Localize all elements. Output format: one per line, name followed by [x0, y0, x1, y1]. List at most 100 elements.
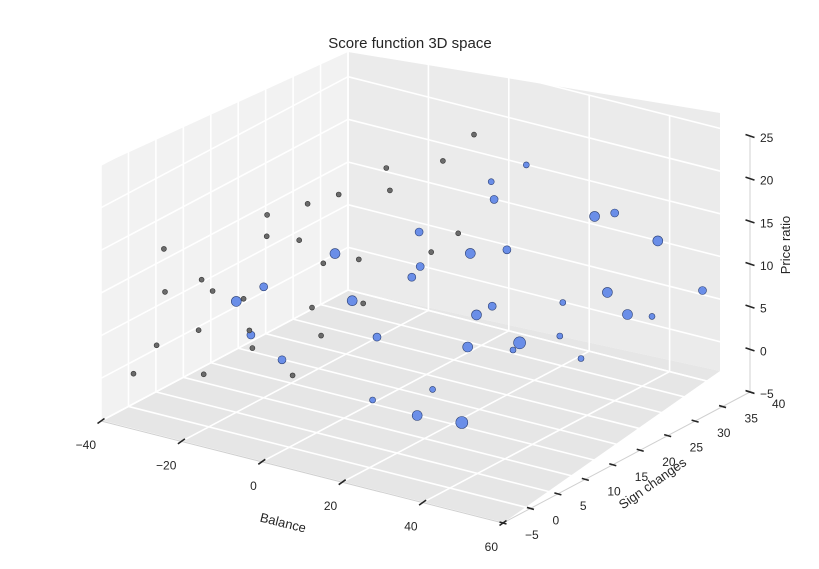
y-tick [499, 521, 507, 525]
data-point-gray [289, 372, 296, 379]
x-tick-label: −20 [156, 458, 177, 472]
x-tick-label: −40 [76, 438, 97, 452]
data-point-blue [698, 286, 707, 295]
y-tick [636, 448, 644, 452]
x-gridline-floor [341, 350, 590, 483]
z-gridline-left [100, 246, 349, 380]
x-tick-label: 40 [404, 520, 418, 534]
floor-pane [101, 290, 720, 523]
data-point-gray [383, 165, 390, 171]
y-tick-label: 0 [552, 513, 559, 527]
y-axis-line [502, 391, 751, 524]
data-point-gray [455, 230, 462, 237]
y-tick-label: 20 [662, 455, 676, 469]
data-point-blue [556, 332, 564, 340]
data-point-blue [462, 341, 474, 353]
z-tick [745, 347, 755, 352]
z-gridline-left [100, 203, 349, 337]
x-gridline-floor [422, 370, 670, 504]
y-tick [609, 463, 617, 467]
data-point-blue [589, 211, 600, 222]
data-point-blue [346, 295, 358, 307]
z-gridline-back [347, 289, 751, 393]
back-pane [348, 52, 720, 371]
y-tick-label: 25 [690, 441, 704, 455]
data-point-gray [296, 237, 303, 243]
data-point-blue [231, 296, 242, 307]
data-point-gray [264, 212, 270, 218]
x-tick [177, 438, 186, 445]
data-points [130, 131, 707, 429]
data-point-blue [259, 282, 269, 292]
data-point-blue [652, 235, 664, 247]
y-tick [718, 404, 727, 409]
y-tick [581, 477, 590, 482]
data-point-blue [522, 161, 530, 169]
data-point-blue [369, 396, 376, 404]
data-point-blue [602, 287, 613, 298]
z-tick-label: 25 [760, 131, 774, 145]
data-point-blue [415, 262, 425, 271]
z-tick [745, 219, 755, 224]
data-point-gray [130, 370, 137, 377]
x-gridline-floor [261, 330, 510, 463]
data-point-blue [577, 355, 585, 362]
data-point-blue [277, 355, 287, 365]
data-point-blue [372, 332, 382, 342]
x-axis-label: Balance [258, 510, 307, 536]
z-gridline-back [347, 203, 751, 308]
y-gridline-floor [292, 318, 696, 422]
grid-lines [100, 33, 751, 524]
z-gridline-back [347, 118, 751, 223]
data-point-gray [161, 246, 167, 252]
data-point-blue [487, 301, 497, 311]
data-point-gray [209, 288, 216, 294]
z-tick [745, 389, 755, 395]
data-point-gray [195, 327, 202, 334]
y-gridline-floor [210, 362, 613, 466]
data-point-gray [304, 201, 311, 207]
y-tick-label: 40 [772, 397, 786, 411]
y-tick [554, 492, 562, 496]
data-point-gray [162, 289, 168, 295]
data-point-gray [320, 260, 327, 267]
x-axis-line [100, 420, 504, 524]
data-point-blue [329, 248, 341, 259]
data-point-gray [309, 304, 315, 311]
data-point-blue [464, 248, 476, 259]
data-point-gray [355, 256, 362, 263]
x-tick-label: 60 [485, 540, 499, 554]
data-point-gray [153, 342, 160, 349]
data-point-gray [335, 191, 342, 198]
x-tick [338, 479, 347, 486]
data-point-gray [471, 131, 477, 138]
y-tick-label: 30 [717, 426, 731, 440]
data-point-blue [622, 309, 633, 320]
data-point-blue [414, 227, 424, 237]
data-point-blue [489, 195, 499, 204]
x-tick [257, 458, 266, 465]
z-tick [745, 133, 755, 139]
z-gridline-left [100, 75, 349, 209]
data-point-gray [240, 295, 247, 302]
left-pane [101, 52, 348, 421]
y-gridline-floor [155, 391, 559, 495]
z-tick-label: 5 [760, 302, 767, 316]
y-tick-label: 5 [580, 499, 587, 513]
data-point-gray [387, 187, 393, 194]
data-point-blue [407, 272, 417, 282]
z-tick-label: 15 [760, 216, 774, 230]
z-tick [745, 304, 755, 309]
data-point-blue [648, 313, 656, 320]
y-tick [663, 433, 672, 438]
data-point-gray [198, 276, 205, 283]
x-tick-label: 20 [324, 499, 338, 513]
y-axis-label: Sign changes [616, 454, 690, 512]
axis-panes [101, 52, 720, 523]
z-gridline-left [100, 118, 349, 252]
y-tick-label: 15 [635, 470, 649, 484]
z-tick-label: 10 [760, 259, 774, 273]
z-tick-label: 0 [760, 344, 767, 358]
